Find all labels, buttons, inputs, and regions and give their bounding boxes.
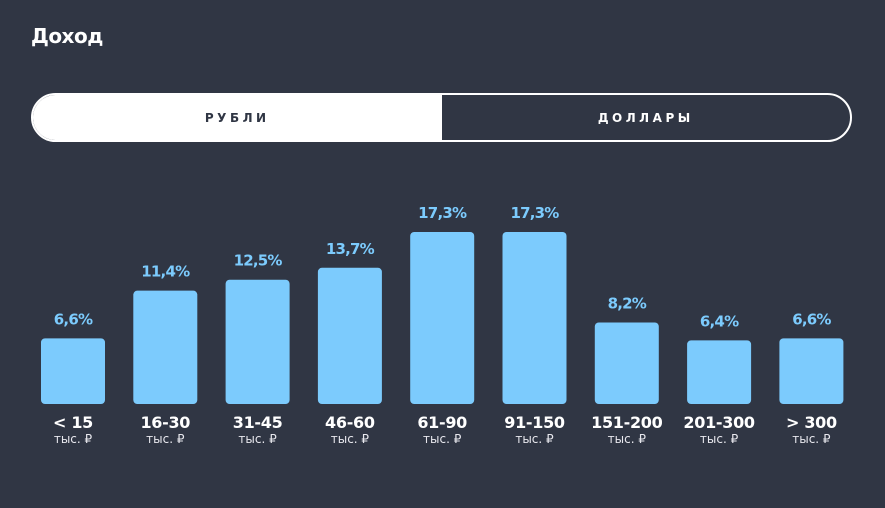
category-label: 31-45 [233, 413, 283, 432]
toggle-dollars[interactable]: ДОЛЛАРЫ [597, 110, 694, 125]
unit-label: тыс. ₽ [331, 432, 370, 446]
bar [133, 290, 198, 404]
category-label: 16-30 [140, 413, 190, 432]
bar [594, 322, 659, 404]
bar [687, 340, 752, 404]
bar [41, 338, 105, 404]
unit-label: тыс. ₽ [54, 432, 93, 446]
unit-label: тыс. ₽ [515, 432, 554, 446]
unit-label: тыс. ₽ [423, 432, 462, 446]
value-label: 6,6% [54, 310, 93, 328]
bar [502, 232, 567, 404]
value-label: 6,4% [700, 312, 739, 330]
currency-toggle[interactable]: РУБЛИ ДОЛЛАРЫ [31, 93, 852, 142]
value-label: 8,2% [608, 294, 647, 312]
unit-label: тыс. ₽ [146, 432, 185, 446]
category-label: 91-150 [504, 413, 565, 432]
bar [779, 338, 844, 404]
value-label: 6,6% [792, 310, 831, 328]
category-label: 61-90 [417, 413, 467, 432]
value-label: 12,5% [234, 252, 283, 270]
value-label: 11,4% [141, 263, 190, 281]
value-label: 17,3% [510, 204, 559, 222]
unit-label: тыс. ₽ [792, 432, 831, 446]
unit-label: тыс. ₽ [700, 432, 739, 446]
bar [225, 279, 290, 404]
unit-label: тыс. ₽ [608, 432, 647, 446]
bar [410, 232, 475, 404]
value-label: 13,7% [326, 240, 375, 258]
category-label: 201-300 [683, 413, 755, 432]
category-label: < 15 [53, 413, 93, 432]
category-label: 151-200 [591, 413, 663, 432]
toggle-rubles[interactable]: РУБЛИ [33, 95, 442, 140]
unit-label: тыс. ₽ [238, 432, 277, 446]
category-label: > 300 [786, 413, 837, 432]
category-label: 46-60 [325, 413, 375, 432]
value-label: 17,3% [418, 204, 467, 222]
bar [317, 267, 382, 404]
page-title: Доход [31, 24, 103, 48]
